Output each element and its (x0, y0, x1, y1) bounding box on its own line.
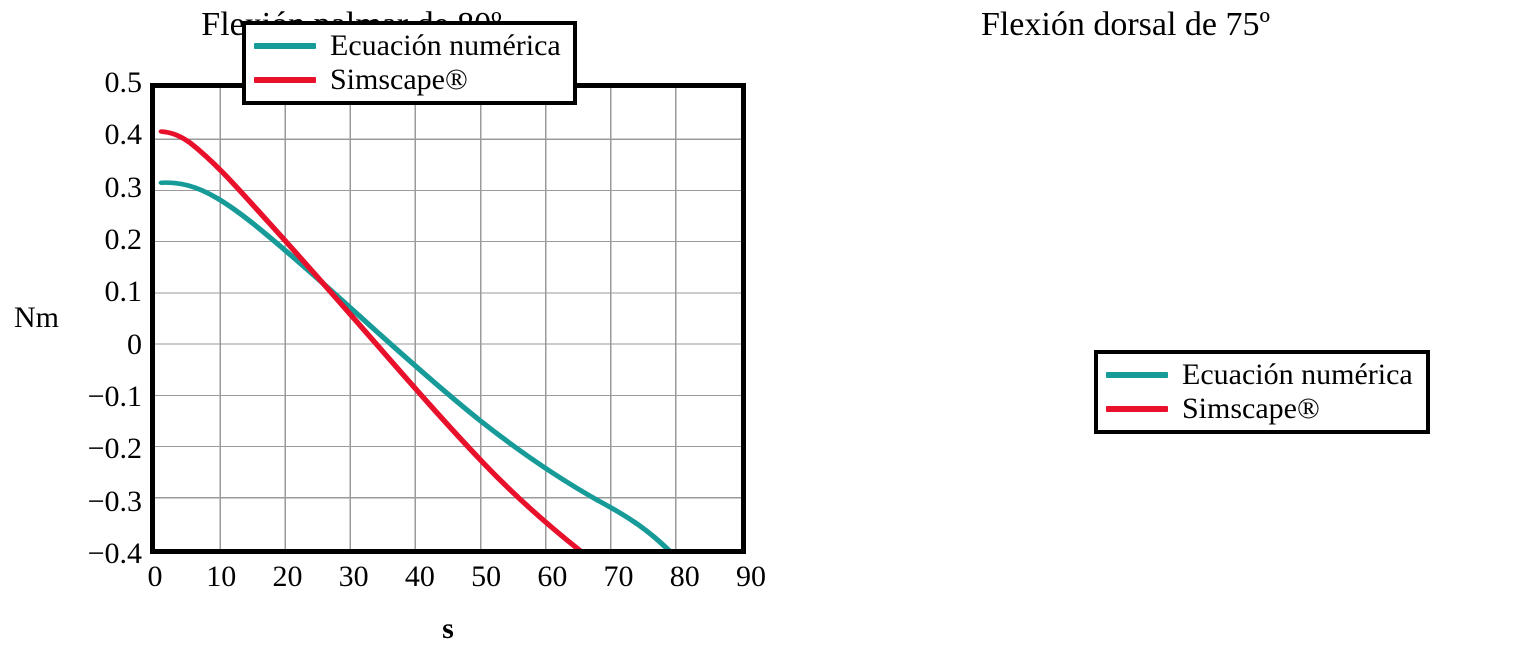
legend-label-simscape: Simscape® (330, 63, 468, 96)
y-tick-label: −0.4 (87, 537, 142, 570)
y-tick-label: −0.2 (87, 432, 142, 466)
plot-area-palmar (150, 83, 746, 554)
legend-label-ecuacion-numerica: Ecuación numérica (330, 29, 561, 62)
y-tick-label: −0.3 (87, 484, 142, 518)
y-tick-labels-palmar: 0.5 0.4 0.3 0.2 0.1 0 −0.1 −0.2 −0.3 −0.… (80, 68, 143, 569)
x-tick-labels-palmar: 0 10 20 30 40 50 60 70 80 90 (148, 560, 767, 598)
chart-title-dorsal: Flexión dorsal de 75º (980, 6, 1271, 43)
plot-svg-palmar (155, 88, 741, 549)
x-tick-label: 80 (669, 560, 700, 593)
x-tick-label: 0 (147, 560, 163, 593)
x-tick-label: 30 (338, 560, 369, 593)
legend-item-ecuacion-numerica[interactable]: Ecuación numérica (1106, 359, 1416, 391)
y-tick-label: 0.5 (104, 66, 143, 99)
plot-inner-palmar (155, 88, 741, 549)
y-tick-label: 0.4 (104, 118, 143, 152)
x-tick-label: 20 (272, 560, 303, 593)
legend-item-simscape[interactable]: Simscape® (254, 64, 563, 96)
x-tick-label: 60 (537, 560, 568, 593)
x-tick-label: 70 (603, 560, 634, 593)
y-tick-label: 0.2 (104, 222, 143, 256)
y-tick-label: 0 (127, 327, 142, 361)
legend-item-ecuacion-numerica[interactable]: Ecuación numérica (254, 30, 563, 62)
legend-swatch-teal-icon (254, 43, 316, 49)
legend-label-ecuacion-numerica: Ecuación numérica (1182, 358, 1413, 391)
series-line-ecuacion-numerica-palmar (158, 180, 672, 549)
legend-swatch-red-icon (254, 77, 316, 83)
gridlines-palmar (155, 88, 741, 549)
x-tick-label: 90 (736, 560, 766, 593)
legend-swatch-red-icon (1106, 406, 1168, 412)
x-tick-label: 40 (404, 560, 435, 593)
legend-swatch-teal-icon (1106, 372, 1168, 378)
legend-item-simscape[interactable]: Simscape® (1106, 393, 1416, 425)
legend-dorsal[interactable]: Ecuación numérica Simscape® (1094, 350, 1430, 434)
chart-panel-palmar: Flexión palmar de 80º Nm 0.5 0.4 0.3 0.2… (0, 0, 767, 655)
series-line-simscape-palmar (158, 129, 583, 549)
y-tick-label: −0.1 (87, 379, 142, 413)
y-axis-unit-palmar: Nm (14, 301, 59, 334)
x-axis-label-palmar: s (442, 612, 454, 645)
y-tick-label: 0.3 (104, 170, 143, 204)
x-tick-label: 50 (471, 560, 502, 593)
y-tick-label: 0.1 (104, 275, 143, 309)
x-tick-label: 10 (206, 560, 237, 593)
legend-palmar[interactable]: Ecuación numérica Simscape® (242, 21, 577, 105)
chart-panel-dorsal: Flexión dorsal de 75º Nm 0.6 0.55 0.5 0.… (764, 0, 1527, 655)
legend-label-simscape: Simscape® (1182, 392, 1320, 425)
